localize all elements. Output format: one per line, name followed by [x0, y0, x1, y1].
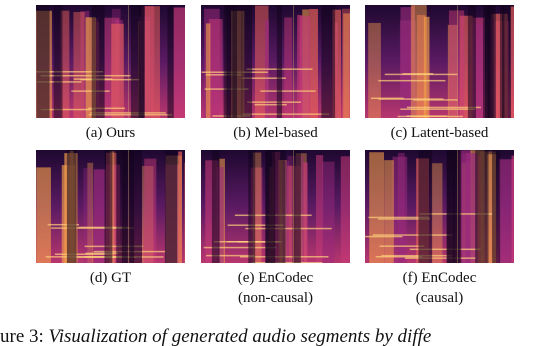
- caption-prefix: ure 3:: [0, 326, 44, 346]
- spectrogram: [36, 5, 185, 118]
- panel-label: (f) EnCodec (causal): [350, 268, 530, 308]
- caption-text: Visualization of generated audio segment…: [48, 326, 432, 346]
- figure-caption: ure 3: Visualization of generated audio …: [0, 326, 431, 346]
- panel-label-line: (causal): [415, 290, 464, 306]
- panel-label-line: (e) EnCodec: [237, 270, 314, 286]
- panel-label: (b) Mel-based: [186, 123, 366, 143]
- panel-label-line: (b) Mel-based: [233, 125, 318, 141]
- spectrogram: [36, 150, 185, 263]
- panel-label: (e) EnCodec (non-causal): [186, 268, 366, 308]
- spectrogram: [201, 150, 350, 263]
- panel-label-line: (a) Ours: [85, 125, 136, 141]
- panel-label: (a) Ours: [21, 123, 201, 143]
- spectrogram: [365, 150, 514, 263]
- panel-label-line: (non-causal): [238, 290, 313, 306]
- panel-label-line: (f) EnCodec: [402, 270, 477, 286]
- panel-label-line: (d) GT: [89, 270, 132, 286]
- panel-label-line: (c) Latent-based: [390, 125, 489, 141]
- spectrogram: [365, 5, 514, 118]
- spectrogram: [201, 5, 350, 118]
- panel-label: (d) GT: [21, 268, 201, 288]
- panel-label: (c) Latent-based: [350, 123, 530, 143]
